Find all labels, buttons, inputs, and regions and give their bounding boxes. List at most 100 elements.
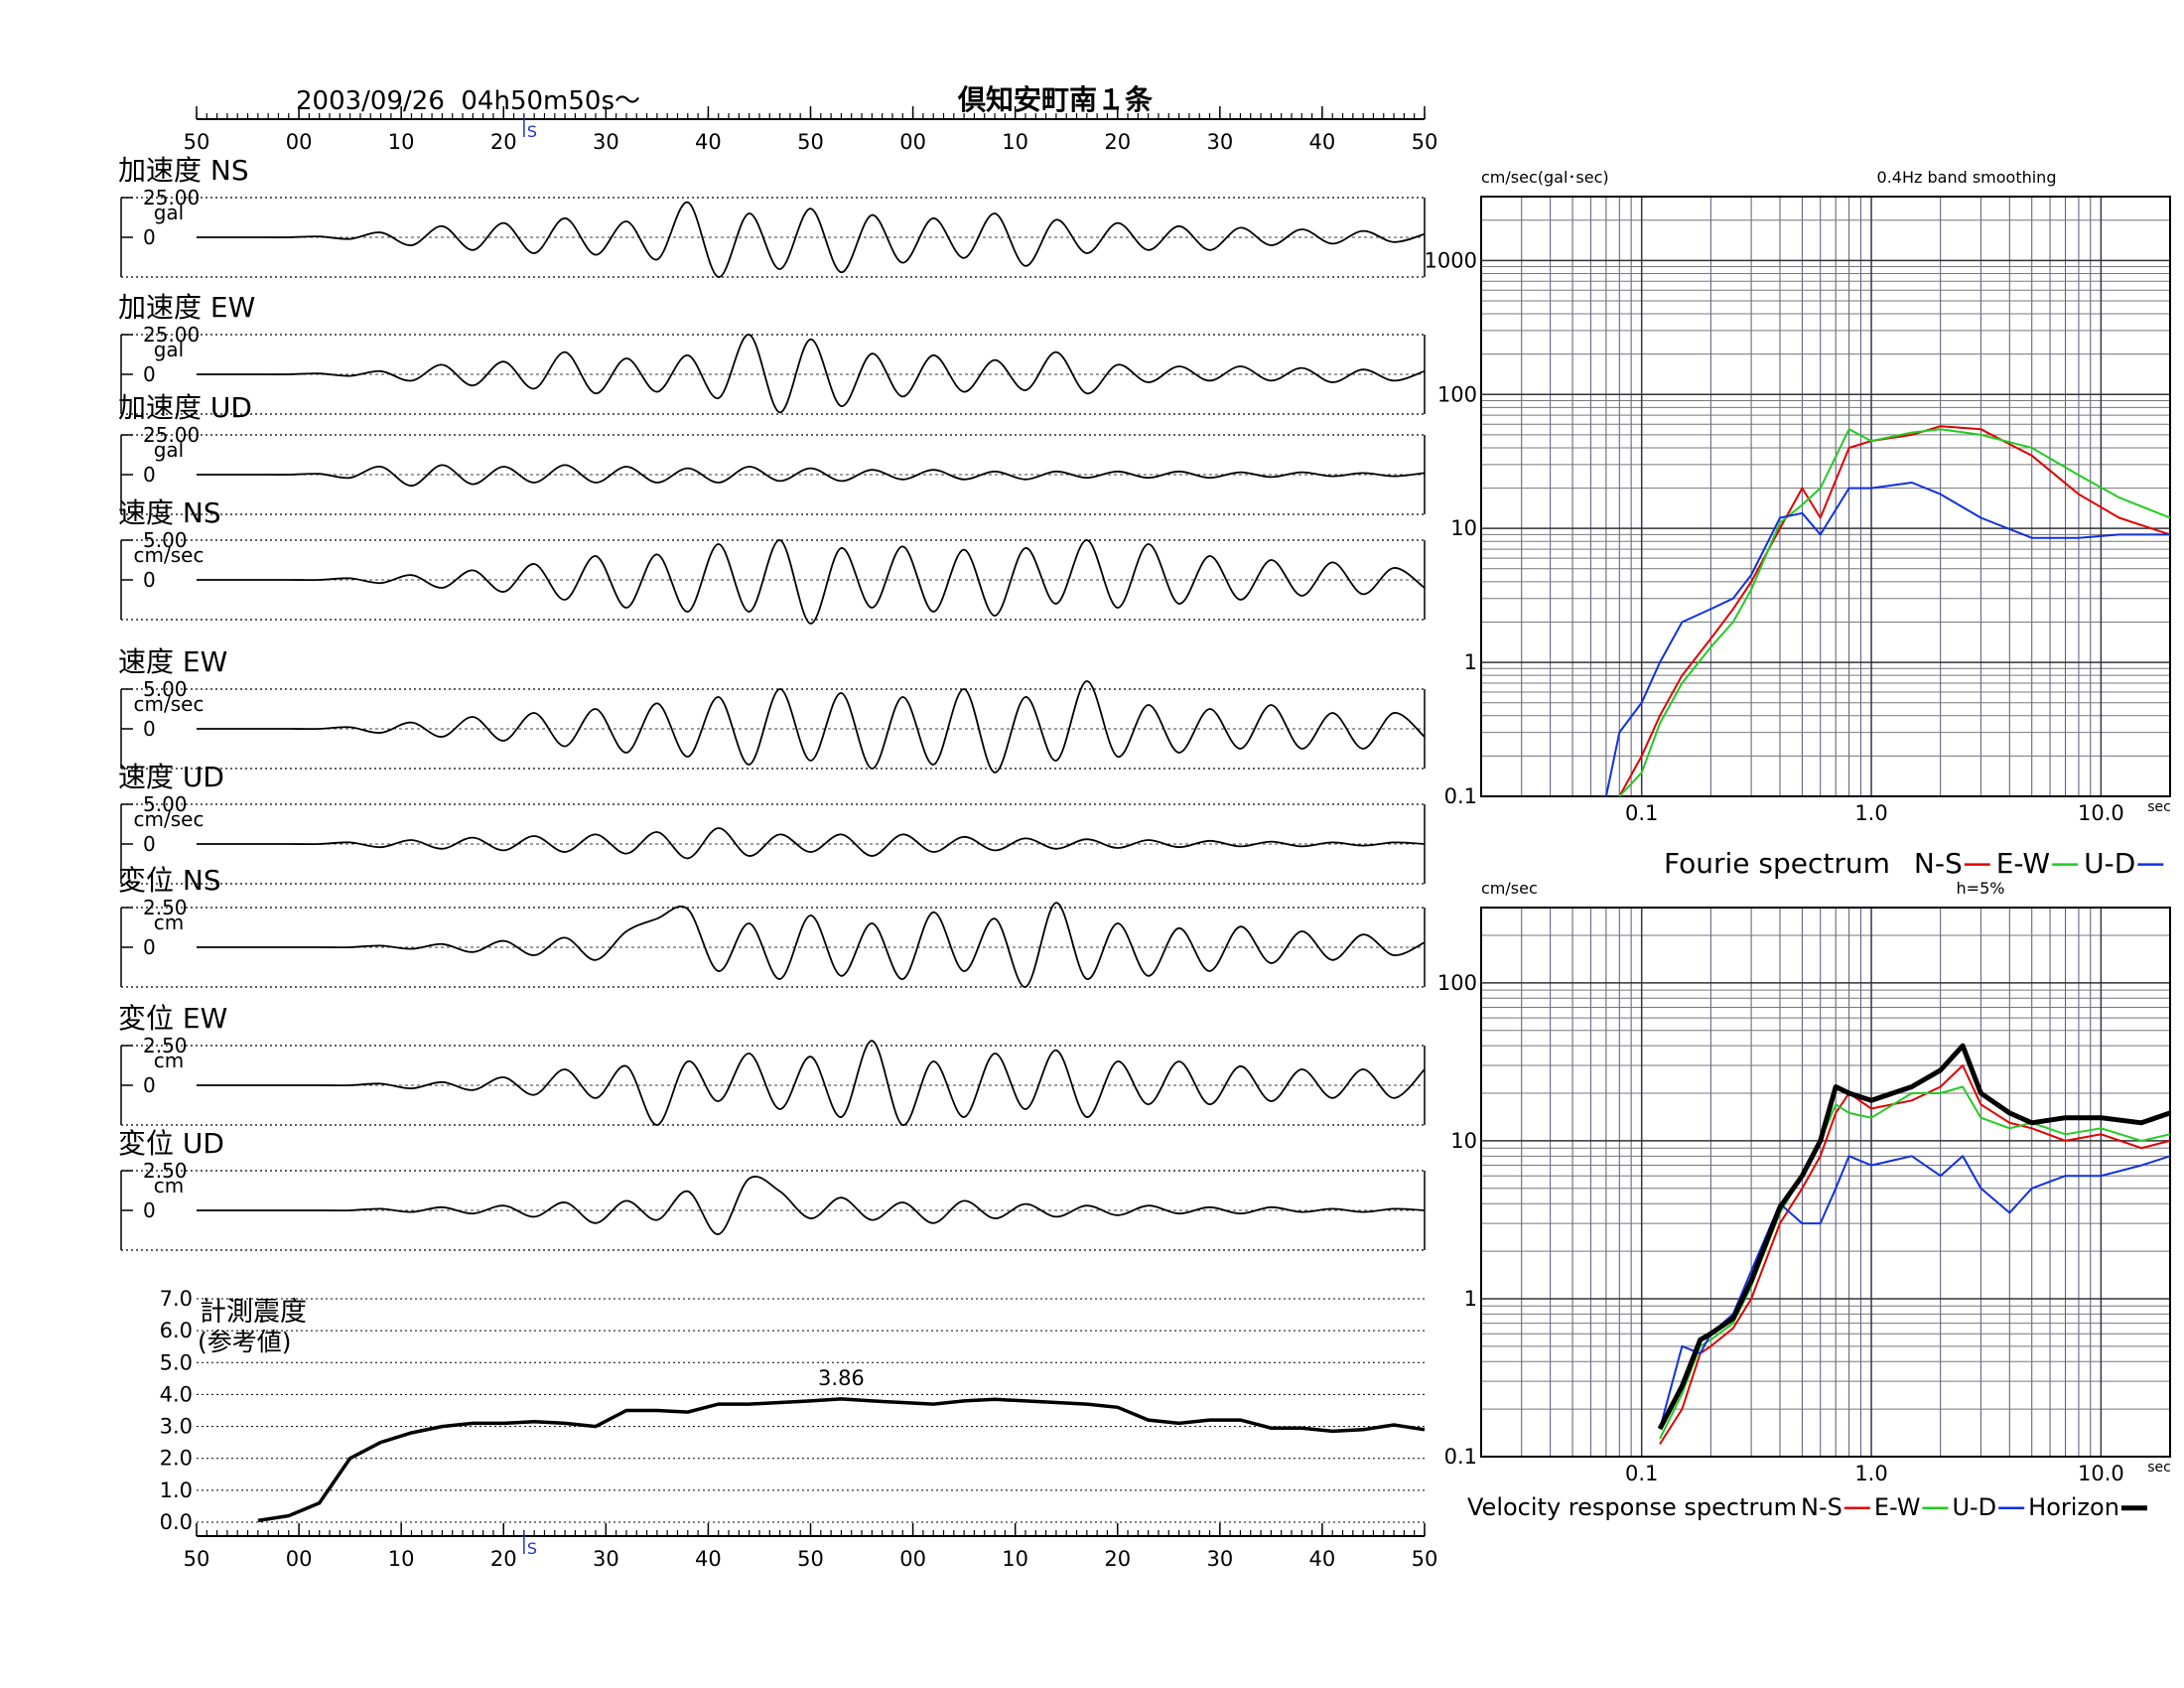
y-tick-label: 0 [143,717,156,741]
legend-label: U-D [1952,1493,1996,1521]
legend-title: Fourie spectrum [1664,847,1890,880]
x-tick-label: 40 [1309,1547,1336,1571]
x-tick-label: 0.1 [1625,1462,1658,1485]
spectrum-line [1659,1064,2171,1445]
y-tick-label: 25.00 [143,323,200,347]
y-tick-label: 0 [143,1198,156,1222]
y-tick-label: 1 [1464,650,1477,674]
waveform [197,680,1426,774]
legend-label: Horizon [2028,1493,2119,1521]
x-tick-label: 00 [286,1547,313,1571]
waveform [196,827,1426,860]
chart-subtitle: 倶知安町南１条 [957,83,1153,116]
s-marker-label: S [527,122,537,141]
panel-label: 加速度 UD [118,391,252,424]
waveform [197,902,1426,988]
y-tick-label: 2.50 [143,1159,188,1183]
y-tick-label: 5.00 [143,677,188,701]
y-tick-label: 3.0 [160,1415,193,1439]
peak-label: 3.86 [818,1366,865,1390]
unit-label: cm/sec [134,692,205,716]
s-marker-label: S [527,1539,537,1558]
y-tick-label: 1.0 [160,1478,193,1502]
y-tick-label: 2.50 [143,896,188,919]
y-tick-label: 6.0 [160,1319,193,1342]
legend-title: Velocity response spectrum [1467,1493,1797,1521]
note: 0.4Hz band smoothing [1877,168,2057,187]
panel-label: 速度 NS [118,496,221,529]
x-tick-label: 30 [593,130,619,154]
spectrum-line [1659,1085,2171,1440]
y-tick-label: 100 [1437,382,1477,406]
legend-label: N-S [1801,1493,1843,1521]
legend-label: U-D [2084,847,2135,880]
y-tick-label: 4.0 [160,1382,193,1406]
x-tick-label: 00 [899,1547,926,1571]
y-tick-label: 0 [143,362,156,386]
note: h=5% [1957,879,2005,898]
y-tick-label: 0 [143,225,156,249]
unit-label: cm [154,1049,184,1072]
x-tick-label: 10.0 [2078,1462,2124,1485]
x-tick-label: 20 [1104,1547,1131,1571]
unit-label: cm [154,1174,184,1197]
y-tick-label: 0 [143,832,156,856]
panel-label: 速度 EW [118,645,227,678]
waveform [197,334,1426,414]
y-tick-label: 5.00 [143,528,188,552]
x-tick-label: 40 [1309,130,1336,154]
y-tick-label: 2.50 [143,1034,188,1057]
spectrum-line [1604,482,2170,797]
unit-label: cm [154,911,184,934]
panel-label: 速度 UD [118,761,224,793]
chart-subtitle: (参考値) [198,1328,292,1356]
y-tick-label: 5.00 [143,792,188,816]
panel-label: 変位 EW [118,1002,227,1035]
y-tick-label: 25.00 [143,423,200,447]
unit-label: cm/sec [134,807,205,831]
x-tick-label: 0.1 [1625,801,1658,825]
x-tick-label: 40 [695,1547,722,1571]
y-tick-label: 2.0 [160,1447,193,1471]
plot-frame [1480,907,2171,1458]
y-tick-label: 0 [143,935,156,959]
x-tick-label: 1.0 [1854,1462,1887,1485]
x-tick-label: 50 [797,1547,824,1571]
y-tick-label: 25.00 [143,186,200,210]
x-tick-label: 00 [899,130,926,154]
waveform [197,1176,1426,1235]
waveform [197,201,1426,278]
y-tick-label: 0 [143,568,156,592]
waveform [197,464,1426,488]
panel-label: 加速度 NS [118,154,249,187]
y-tick-label: 1 [1464,1287,1477,1311]
x-tick-label: 50 [797,130,824,154]
spectrum-line [1657,1043,2171,1431]
x-tick-label: 50 [184,1547,210,1571]
panel-label: 加速度 EW [118,291,255,324]
legend-label: E-W [1996,847,2050,880]
x-tick-label: 20 [1104,130,1131,154]
x-tick-label: 1.0 [1854,801,1887,825]
unit-label: gal [154,201,185,224]
x-tick-label: 10.0 [2078,801,2124,825]
x-unit: sec [2147,799,2171,815]
y-tick-label: 0.1 [1444,1445,1477,1469]
y-tick-label: 1000 [1425,248,1477,272]
x-tick-label: 30 [593,1547,619,1571]
x-tick-label: 10 [1002,130,1028,154]
chart-title: 計測震度 [200,1297,307,1328]
x-tick-label: 40 [695,130,722,154]
legend-label: E-W [1874,1493,1921,1521]
y-tick-label: 10 [1450,516,1477,540]
x-tick-label: 50 [184,130,210,154]
spectrum-line [1618,428,2171,797]
chart-title: 2003/09/26 04h50m50s〜 [296,86,640,116]
x-tick-label: 10 [388,130,415,154]
y-tick-label: 0.1 [1444,784,1477,808]
x-tick-label: 20 [490,130,517,154]
y-axis-label: cm/sec(gal･sec) [1481,168,1609,187]
y-axis-label: cm/sec [1481,879,1538,898]
